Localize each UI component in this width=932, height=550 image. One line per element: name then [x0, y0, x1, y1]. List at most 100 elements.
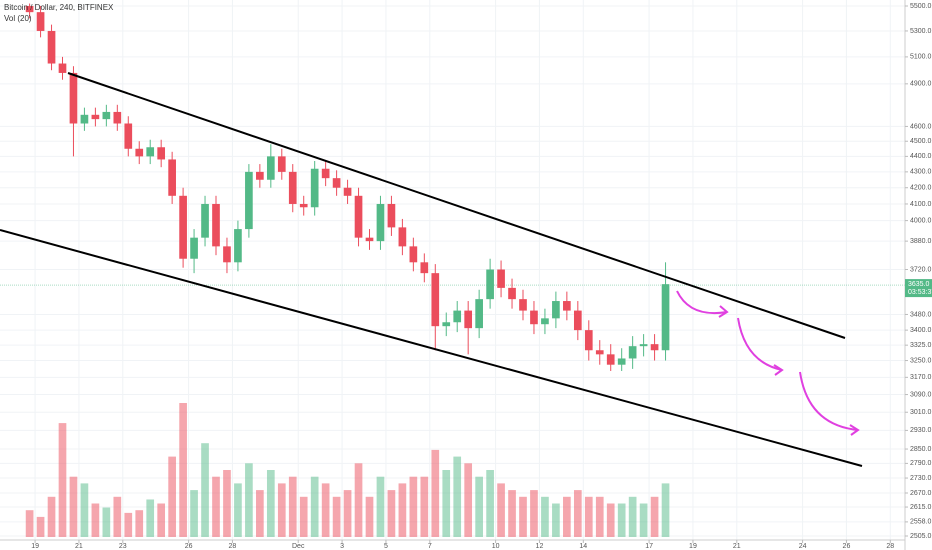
volume-bar — [277, 483, 286, 537]
volume-bar — [179, 403, 187, 537]
candle-body — [573, 310, 582, 331]
candle-body — [420, 262, 429, 274]
volume-bar — [266, 470, 275, 537]
volume-bar — [442, 470, 451, 537]
candle-body — [157, 147, 166, 160]
volume-bar — [409, 476, 418, 537]
y-tick-label: 3400.0 — [910, 327, 932, 334]
arrow-head — [718, 305, 729, 318]
y-tick-label: 2790.0 — [910, 460, 932, 467]
volume-bar — [102, 507, 111, 537]
volume-bar — [563, 496, 571, 537]
volume-bar — [201, 443, 209, 537]
volume-bar — [245, 463, 253, 537]
volume-bar — [58, 423, 67, 537]
y-tick-label: 4300.0 — [910, 169, 932, 176]
volume-bar — [25, 510, 34, 537]
arrow-head — [849, 424, 860, 436]
volume-bar — [475, 476, 483, 537]
candle-body — [277, 156, 286, 172]
volume-bar — [431, 449, 440, 537]
arrow-head — [773, 364, 784, 376]
candle-body — [365, 237, 374, 242]
candle-body — [25, 6, 34, 13]
volume-bar — [299, 496, 308, 537]
volume-bar — [343, 490, 352, 537]
volume-bar — [91, 503, 100, 537]
volume-bar — [113, 496, 122, 537]
candle-body — [354, 195, 363, 238]
x-tick-label: 10 — [492, 543, 500, 550]
volume-bar — [541, 496, 549, 537]
volume-bar — [497, 483, 505, 537]
candle-body — [179, 195, 187, 259]
x-tick-label: 28 — [886, 543, 894, 550]
y-tick-label: 5300.0 — [910, 28, 932, 35]
volume-bar — [519, 496, 527, 537]
y-tick-label: 2850.0 — [910, 446, 932, 453]
candle-body — [266, 156, 275, 180]
y-tick-label: 2730.0 — [910, 475, 932, 482]
candle-body — [661, 284, 670, 351]
y-tick-label: 2558.0 — [910, 519, 932, 526]
volume-bar — [420, 476, 429, 537]
volume-bar — [464, 463, 473, 537]
candle-body — [47, 30, 56, 64]
candle-body — [387, 203, 396, 228]
x-tick-label: Dec — [292, 543, 305, 550]
volume-bar — [530, 490, 538, 537]
candle-body — [628, 346, 637, 359]
volume-bar — [212, 476, 220, 537]
volume-bar — [552, 503, 560, 537]
y-tick-label: 4100.0 — [910, 201, 932, 208]
candle-body — [201, 203, 209, 238]
candle-body — [310, 168, 319, 208]
arrow — [737, 317, 783, 371]
channel-lower — [0, 229, 863, 467]
volume-bar — [135, 510, 144, 537]
candle-body — [552, 301, 560, 319]
arrow — [676, 290, 728, 314]
x-tick-label: 24 — [799, 543, 807, 550]
volume-bar — [398, 483, 407, 537]
volume-bar — [223, 470, 231, 537]
x-tick-label: 17 — [645, 543, 653, 550]
y-tick-label: 3880.0 — [910, 238, 932, 245]
volume-bar — [365, 496, 374, 537]
candle-body — [650, 344, 659, 351]
candle-body — [321, 168, 330, 179]
indicator-label: Vol (20) — [4, 14, 32, 23]
volume-bar — [310, 476, 319, 537]
candle-body — [256, 171, 264, 180]
candle-body — [530, 310, 538, 325]
x-tick-label: 7 — [428, 543, 432, 550]
candle-body — [584, 330, 593, 351]
volume-bar — [639, 503, 648, 537]
volume-bar — [628, 496, 637, 537]
x-tick-label: 23 — [119, 543, 127, 550]
last-price-box — [905, 279, 932, 298]
x-tick-label: 12 — [536, 543, 544, 550]
candle-body — [464, 310, 473, 329]
y-tick-label: 3480.0 — [910, 311, 932, 318]
candle-body — [102, 111, 111, 120]
candle-body — [343, 187, 352, 196]
candle-body — [234, 229, 242, 263]
candle-body — [563, 301, 571, 311]
volume-bar — [486, 470, 494, 537]
volume-bar — [387, 490, 396, 537]
x-tick-label: 21 — [75, 543, 83, 550]
volume-bar — [617, 503, 626, 537]
candle-body — [113, 111, 122, 124]
x-tick-label: 28 — [229, 543, 237, 550]
y-tick-label: 3010.0 — [910, 409, 932, 416]
candle-body — [332, 178, 341, 188]
forecast-arrows — [676, 290, 860, 436]
y-tick-label: 3170.0 — [910, 374, 932, 381]
x-tick-label: 3 — [340, 543, 344, 550]
candle-body — [80, 114, 89, 124]
candle-body — [475, 299, 483, 329]
volume-bar — [606, 503, 615, 537]
